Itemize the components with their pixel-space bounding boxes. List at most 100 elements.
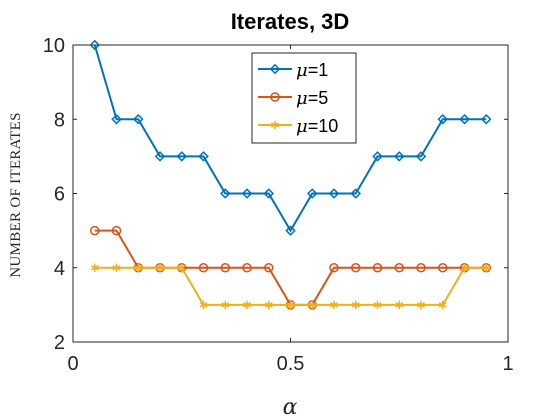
- legend: μ=1μ=5μ=10: [251, 52, 357, 144]
- diamond-data-point: [154, 151, 166, 162]
- star-data-point: [351, 300, 360, 310]
- star-data-point: [395, 300, 404, 310]
- diamond-data-point: [437, 113, 449, 125]
- legend-symbol: μ: [296, 116, 308, 137]
- star-core: [158, 265, 162, 270]
- legend-label: μ=5: [296, 88, 328, 109]
- diamond-data-point: [393, 151, 405, 162]
- diamond-data-point: [285, 225, 296, 236]
- series-1: [89, 39, 492, 236]
- star-data-point: [221, 300, 230, 310]
- circle-data-point: [394, 263, 404, 273]
- star-core: [419, 303, 423, 307]
- diamond-data-point: [89, 39, 101, 51]
- x-axis-label: α: [283, 395, 298, 420]
- legend-series-name: =10: [308, 116, 339, 136]
- diamond-data-point: [372, 151, 383, 162]
- y-tick-label: 10: [43, 35, 65, 57]
- legend-marker: [270, 120, 280, 130]
- legend-item: μ=1: [258, 60, 328, 81]
- diamond-data-point: [111, 113, 122, 125]
- star-data-point: [134, 263, 143, 272]
- legend-marker: [269, 63, 281, 75]
- star-core: [179, 265, 184, 270]
- star-core: [484, 265, 489, 270]
- diamond-data-point: [263, 188, 275, 199]
- star-data-point: [112, 263, 121, 272]
- circle-data-point: [438, 263, 448, 273]
- star-core: [440, 303, 445, 307]
- legend-item: μ=10: [258, 116, 338, 137]
- y-tick-label: 4: [54, 258, 65, 280]
- star-data-point: [438, 300, 447, 310]
- y-axis-label: NUMBER OF ITERATES: [8, 112, 24, 277]
- star-data-point: [177, 263, 186, 272]
- diamond-data-point: [219, 188, 231, 199]
- star-core: [332, 303, 336, 307]
- diamond-data-point: [241, 188, 253, 199]
- star-core: [223, 303, 228, 307]
- diamond-data-point: [415, 151, 427, 162]
- y-tick-label: 6: [54, 184, 65, 206]
- star-data-point: [308, 300, 317, 310]
- star-core: [92, 265, 97, 270]
- star-core: [114, 265, 119, 270]
- series-3: [90, 263, 491, 310]
- diamond-data-point: [176, 151, 188, 162]
- star-core: [375, 303, 380, 307]
- legend-series-name: =5: [308, 88, 329, 108]
- star-data-point: [199, 300, 208, 310]
- x-tick-label: 1: [502, 353, 513, 375]
- star-data-point: [90, 263, 99, 272]
- star-core: [136, 265, 141, 270]
- star-core: [310, 303, 315, 307]
- star-core: [353, 303, 358, 307]
- legend-marker: [270, 92, 280, 102]
- circle-data-point: [220, 263, 230, 273]
- star-data-point: [329, 300, 339, 310]
- diamond-data-point: [459, 113, 470, 125]
- star-data-point: [242, 300, 252, 310]
- legend-symbol: μ: [296, 60, 308, 81]
- series-line: [93, 44, 487, 233]
- circle-data-point: [351, 263, 361, 273]
- circle-data-point: [329, 263, 339, 273]
- star-data-point: [460, 263, 469, 272]
- series-layer: [89, 39, 492, 310]
- y-tick-label: 8: [54, 109, 65, 131]
- star-data-point: [286, 300, 295, 310]
- circle-data-point: [264, 263, 274, 273]
- star-core: [245, 303, 249, 307]
- diamond-data-point: [198, 151, 209, 162]
- star-core: [462, 265, 467, 270]
- star-core: [201, 303, 206, 307]
- legend-label: μ=1: [296, 60, 328, 81]
- diamond-data-point: [306, 188, 318, 199]
- diamond-data-point: [480, 113, 492, 125]
- star-core: [397, 303, 402, 307]
- circle-data-point: [111, 225, 122, 236]
- diamond-data-point: [132, 113, 144, 125]
- x-tick-label: 0: [67, 353, 78, 375]
- circle-data-point: [416, 263, 426, 273]
- diamond-data-point: [350, 188, 362, 199]
- star-core: [288, 303, 293, 307]
- star-data-point: [373, 300, 382, 310]
- star-data-point: [416, 300, 426, 310]
- star-core: [273, 123, 277, 127]
- chart-title: Iterates, 3D: [231, 9, 350, 34]
- legend-symbol: μ: [296, 88, 308, 109]
- diamond-data-point: [328, 188, 340, 199]
- legend-item: μ=5: [258, 88, 328, 109]
- circle-data-point: [242, 263, 252, 273]
- circle-data-point: [198, 263, 209, 273]
- star-data-point: [155, 263, 165, 272]
- circle-data-point: [372, 263, 383, 273]
- star-data-point: [264, 300, 273, 310]
- star-data-point: [482, 263, 491, 272]
- x-tick-label: 0.5: [277, 353, 305, 375]
- legend-label: μ=10: [296, 116, 338, 137]
- circle-data-point: [90, 225, 100, 236]
- legend-series-name: =1: [308, 60, 329, 80]
